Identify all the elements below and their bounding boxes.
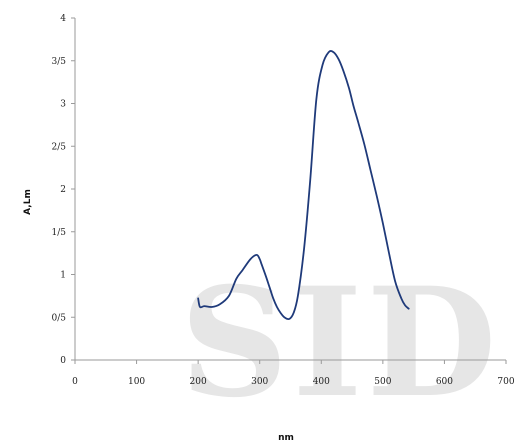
x-tick-label: 0 (72, 377, 78, 387)
y-tick-label: 0/5 (52, 313, 67, 323)
x-tick-label: 100 (128, 377, 145, 387)
x-axis-title: nm (278, 433, 294, 443)
x-tick-label: 300 (251, 377, 268, 387)
y-tick-label: 2 (60, 185, 66, 195)
x-tick-label: 500 (374, 377, 391, 387)
y-tick-label: 1 (60, 271, 66, 281)
y-tick-label: 0 (60, 356, 66, 366)
y-tick-label: 4 (60, 14, 66, 24)
watermark: SID (180, 255, 501, 431)
y-axis-title: A,Lm (23, 189, 33, 215)
series-line (197, 50, 410, 321)
y-tick-label: 3/5 (52, 57, 67, 67)
x-tick-label: 400 (313, 377, 330, 387)
y-tick-label: 3 (60, 100, 66, 110)
x-tick-label: 200 (190, 377, 207, 387)
axes: 0 0/5 1 1/5 2 2/5 3 3/5 4 0 100 200 300 400 500 600 700 (52, 14, 515, 387)
plot-area (197, 50, 410, 321)
x-tick-label: 700 (497, 377, 514, 387)
y-tick-label: 2/5 (52, 142, 67, 152)
x-tick-label: 600 (436, 377, 453, 387)
y-tick-label: 1/5 (52, 228, 67, 238)
